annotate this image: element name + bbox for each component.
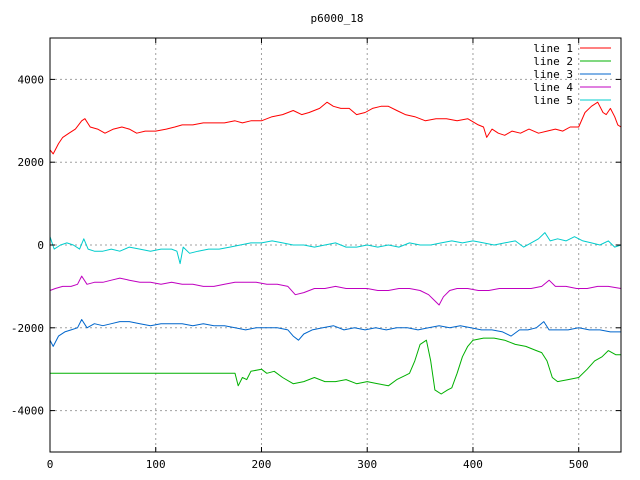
series-lines	[49, 101, 622, 395]
y-tick-label: -2000	[11, 322, 44, 335]
y-tick-label: 2000	[18, 156, 45, 169]
x-tick-label: 500	[569, 458, 589, 471]
y-tick-label: 4000	[18, 73, 45, 86]
series-line-1	[49, 101, 622, 155]
x-tick-label: 0	[47, 458, 54, 471]
x-tick-label: 400	[463, 458, 483, 471]
legend-label: line 3	[533, 68, 573, 81]
legend-label: line 2	[533, 55, 573, 68]
y-tick-label: 0	[37, 239, 44, 252]
legend-label: line 4	[533, 81, 573, 94]
legend-label: line 5	[533, 94, 573, 107]
x-tick-label: 100	[146, 458, 166, 471]
series-line-4	[49, 275, 622, 306]
axis-ticks: 0 100 200 300 400 500 -4000 -2000 0 2000 4000	[11, 38, 621, 471]
series-line-5	[49, 232, 622, 265]
x-tick-label: 200	[252, 458, 272, 471]
chart-title: p6000_18	[311, 12, 364, 25]
series-line-3	[49, 319, 621, 347]
series-line-2	[50, 337, 621, 395]
x-tick-label: 300	[357, 458, 377, 471]
legend-label: line 1	[533, 42, 573, 55]
y-tick-label: -4000	[11, 405, 44, 418]
